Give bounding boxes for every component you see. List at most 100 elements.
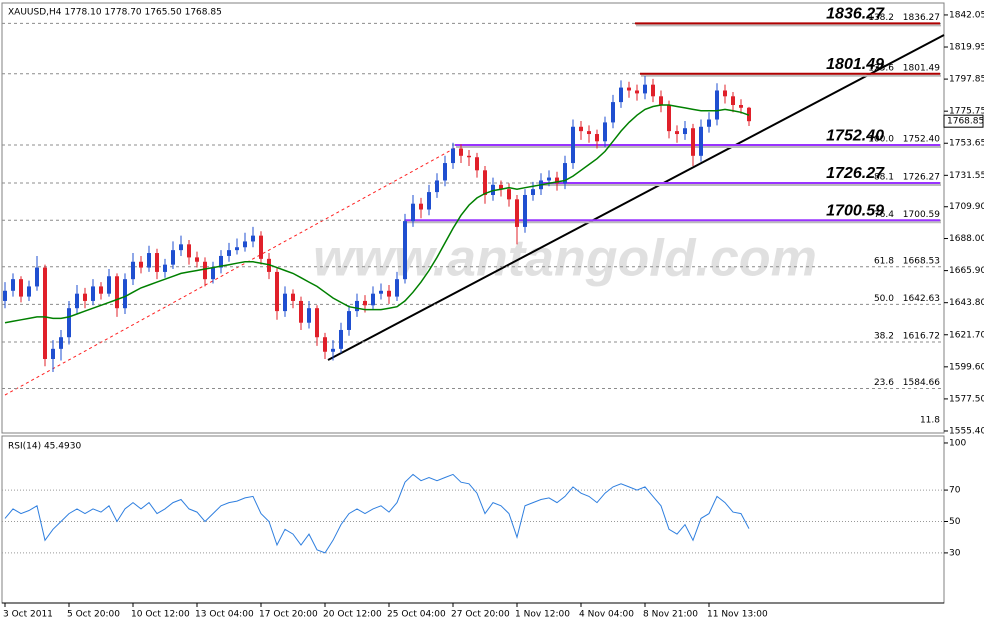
candle-body (555, 177, 559, 184)
fib-price: 1642.63 (903, 294, 940, 304)
y-tick-label: 1797.85 (949, 75, 984, 85)
candle-body (67, 308, 71, 338)
x-tick-label: 20 Oct 12:00 (323, 610, 382, 620)
candle-body (51, 348, 55, 359)
fib-ratio: 50.0 (874, 294, 894, 304)
x-tick-label: 1 Nov 12:00 (515, 610, 570, 620)
key-level-label: 1752.40 (826, 127, 884, 144)
fib-price: 1700.59 (903, 210, 940, 220)
y-tick-label: 1555.40 (949, 426, 984, 436)
key-level-label: 1726.27 (826, 165, 885, 182)
candle-body (579, 126, 583, 132)
candle-body (427, 192, 431, 210)
candle-body (379, 290, 383, 294)
candle-body (35, 267, 39, 287)
x-tick-label: 5 Oct 20:00 (67, 610, 120, 620)
candle-body (3, 290, 7, 301)
fib-ratio: 11.8 (920, 416, 940, 426)
x-tick-label: 11 Nov 13:00 (707, 610, 768, 620)
fib-price: 1752.40 (903, 135, 940, 145)
candle-body (331, 348, 335, 352)
key-level-label: 1836.27 (826, 6, 885, 23)
candle-body (323, 337, 327, 352)
candle-body (171, 250, 175, 265)
y-tick-label: 1775.75 (949, 107, 984, 117)
y-tick-label: 1709.90 (949, 202, 984, 212)
candle-body (179, 244, 183, 251)
y-tick-label: 1753.65 (949, 139, 984, 149)
candle-body (371, 293, 375, 306)
candle-body (347, 311, 351, 330)
y-tick-label: 1599.60 (949, 362, 984, 372)
fib-price: 1726.27 (903, 172, 940, 182)
candle-body (483, 170, 487, 195)
moving-average (4, 104, 750, 324)
last-price: 1768.85 (947, 117, 984, 127)
candle-body (627, 87, 631, 91)
candle-body (611, 102, 615, 123)
y-tick-label: 1665.90 (949, 266, 984, 276)
candle-body (235, 247, 239, 251)
candle-body (11, 279, 15, 291)
candle-body (523, 194, 527, 227)
candle-body (59, 337, 63, 349)
fib-ratio: 88.1 (874, 172, 894, 182)
candle-body (595, 134, 599, 142)
key-level-label: 1801.49 (826, 56, 884, 73)
candle-body (339, 329, 343, 349)
candle-body (659, 96, 663, 106)
candle-body (259, 235, 263, 259)
candle-body (587, 131, 591, 135)
candle-body (139, 261, 143, 268)
candle-body (147, 253, 151, 268)
candle-body (435, 180, 439, 193)
candle-body (563, 163, 567, 184)
candle-body (43, 267, 47, 359)
fib-price: 1801.49 (903, 63, 940, 73)
candle-body (91, 286, 95, 301)
candle-body (363, 300, 367, 306)
candle-body (123, 279, 127, 309)
candle-body (307, 308, 311, 323)
fib-price: 1616.72 (903, 331, 940, 341)
rsi-tick-label: 30 (949, 548, 961, 558)
candle-body (107, 276, 111, 294)
candle-body (651, 84, 655, 97)
candle-body (315, 308, 319, 338)
fib-price: 1668.53 (903, 256, 940, 266)
main-panel (1, 2, 945, 434)
rsi-tick-label: 100 (949, 438, 966, 448)
y-tick-label: 1577.50 (949, 394, 984, 404)
candle-body (507, 189, 511, 200)
candle-body (635, 90, 639, 94)
candle-body (547, 177, 551, 181)
y-tick-label: 1819.95 (949, 43, 984, 53)
candle-body (403, 221, 407, 280)
fib-ratio: 138.2 (868, 13, 894, 23)
candle-body (203, 261, 207, 280)
candle-body (707, 119, 711, 127)
candle-body (163, 264, 167, 272)
fib-ratio: 38.2 (874, 331, 894, 341)
candle-body (451, 148, 455, 164)
candle-body (691, 128, 695, 156)
last-price-box (943, 114, 984, 128)
y-tick-label: 1621.70 (949, 330, 984, 340)
y-tick-label: 1731.55 (949, 171, 984, 181)
candle-body (603, 122, 607, 142)
candle-body (675, 131, 679, 135)
y-tick-label: 1688.00 (949, 234, 984, 244)
candle-body (227, 250, 231, 256)
channel-line (4, 147, 456, 396)
fib-ratio: 23.6 (874, 378, 894, 388)
x-tick-label: 27 Oct 20:00 (451, 610, 510, 620)
rsi-title: RSI(14) 45.4930 (8, 442, 81, 452)
rsi-line (4, 473, 750, 554)
x-tick-label: 17 Oct 20:00 (259, 610, 318, 620)
candle-body (395, 279, 399, 297)
candle-body (27, 286, 31, 297)
x-tick-label: 13 Oct 04:00 (195, 610, 254, 620)
candle-body (195, 257, 199, 262)
